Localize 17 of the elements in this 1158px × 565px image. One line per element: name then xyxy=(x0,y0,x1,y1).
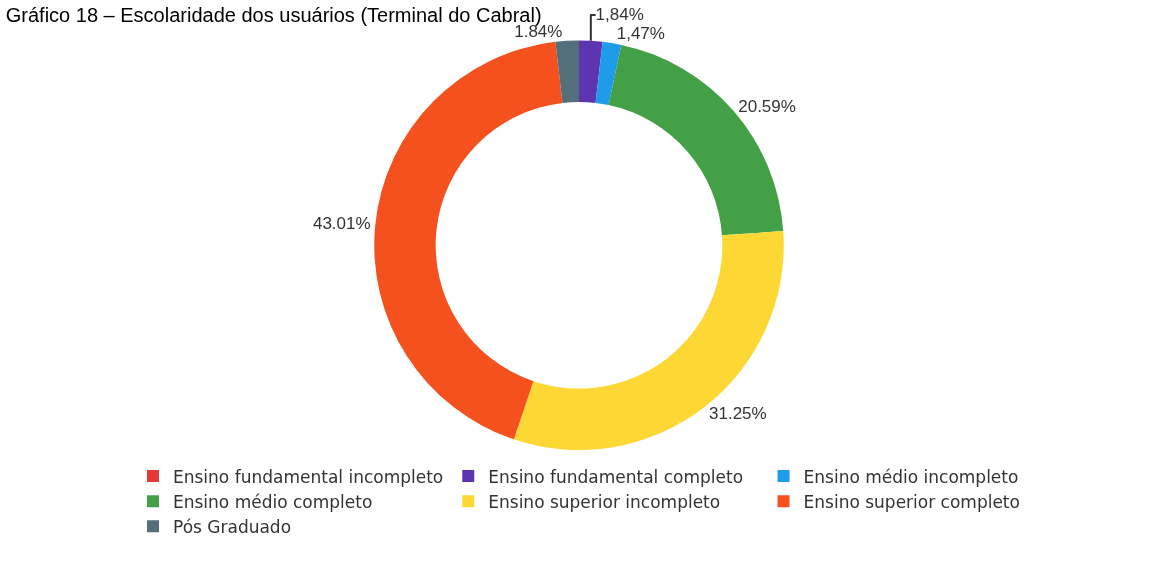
legend-label: Ensino médio completo xyxy=(173,491,373,512)
legend-label: Ensino fundamental completo xyxy=(488,466,744,487)
donut-slice xyxy=(595,41,622,106)
legend-label: Pós Graduado xyxy=(173,516,292,537)
donut-slice xyxy=(555,40,579,103)
legend-label: Ensino superior completo xyxy=(803,491,1020,512)
legend-label: Ensino fundamental incompleto xyxy=(173,466,444,487)
data-label: 31.25% xyxy=(708,403,767,423)
data-label: 20.59% xyxy=(738,97,796,117)
legend-label: Ensino médio incompleto xyxy=(803,466,1019,487)
donut-slice xyxy=(579,40,603,103)
legend-label: Ensino superior incompleto xyxy=(488,491,721,512)
donut-slice xyxy=(374,41,563,440)
data-label: 1,84% xyxy=(595,5,644,25)
data-label: 1,47% xyxy=(616,24,665,44)
data-label: 43.01% xyxy=(312,214,371,234)
donut-slice xyxy=(513,231,784,450)
